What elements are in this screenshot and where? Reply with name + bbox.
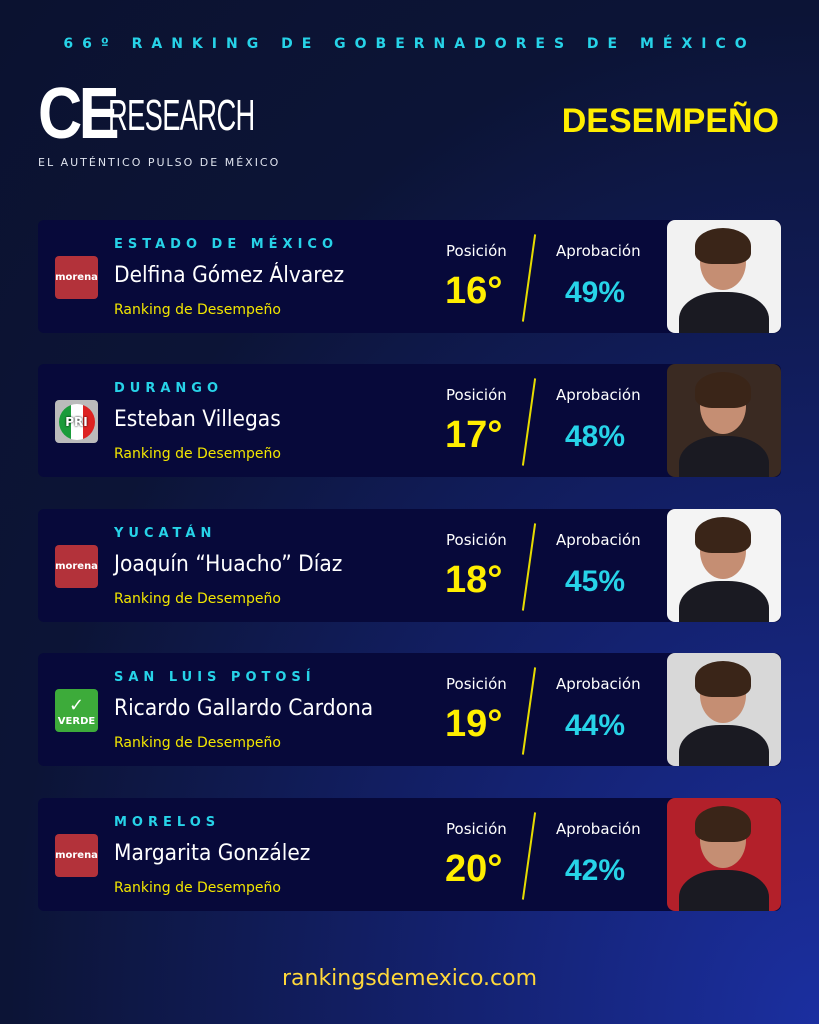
approval-value: 49%: [565, 276, 626, 309]
position-label: Posición: [446, 820, 507, 838]
approval-label: Aprobación: [556, 531, 641, 549]
logo-ce: CE: [38, 74, 120, 154]
position-value: 19°: [445, 703, 503, 745]
position-label: Posición: [446, 242, 507, 260]
approval-label: Aprobación: [556, 820, 641, 838]
governor-card: PRI DURANGO Esteban Villegas Ranking de …: [38, 364, 781, 477]
governor-name: Joaquín “Huacho” Díaz: [114, 552, 343, 577]
divider: [521, 523, 537, 611]
position-value: 17°: [445, 414, 503, 456]
position-value: 20°: [445, 848, 503, 890]
logo-tagline: EL AUTÉNTICO PULSO DE MÉXICO: [38, 156, 281, 169]
approval-label: Aprobación: [556, 386, 641, 404]
ranking-label: Ranking de Desempeño: [114, 302, 281, 318]
governor-photo: [667, 798, 781, 911]
footer-url[interactable]: rankingsdemexico.com: [281, 966, 538, 991]
position-label: Posición: [446, 386, 507, 404]
ranking-label: Ranking de Desempeño: [114, 446, 281, 462]
pri-party-logo: PRI: [55, 400, 98, 443]
approval-label: Aprobación: [556, 242, 641, 260]
governor-card: morena MORELOS Margarita González Rankin…: [38, 798, 781, 911]
position-value: 18°: [445, 559, 503, 601]
approval-value: 42%: [565, 854, 626, 887]
governor-name: Ricardo Gallardo Cardona: [114, 696, 374, 721]
morena-party-logo: morena: [55, 834, 98, 877]
governor-name: Esteban Villegas: [114, 407, 281, 432]
approval-label: Aprobación: [556, 675, 641, 693]
ranking-label: Ranking de Desempeño: [114, 735, 281, 751]
divider: [521, 667, 537, 755]
position-label: Posición: [446, 675, 507, 693]
ce-research-logo: CE RESEARCH EL AUTÉNTICO PULSO DE MÉXICO: [38, 74, 278, 169]
approval-value: 44%: [565, 709, 626, 742]
governor-card: morena ESTADO DE MÉXICO Delfina Gómez Ál…: [38, 220, 781, 333]
logo-research: RESEARCH: [108, 91, 255, 140]
approval-value: 45%: [565, 565, 626, 598]
governor-photo: [667, 509, 781, 622]
governor-card: ✓ VERDE SAN LUIS POTOSÍ Ricardo Gallardo …: [38, 653, 781, 766]
governor-photo: [667, 220, 781, 333]
state-name: MORELOS: [114, 815, 221, 830]
state-name: ESTADO DE MÉXICO: [114, 237, 338, 252]
ranking-label: Ranking de Desempeño: [114, 591, 281, 607]
state-name: DURANGO: [114, 381, 224, 396]
governor-card: morena YUCATÁN Joaquín “Huacho” Díaz Ran…: [38, 509, 781, 622]
ranking-subtitle: 66º RANKING DE GOBERNADORES DE MÉXICO: [63, 36, 756, 52]
governor-photo: [667, 364, 781, 477]
governor-photo: [667, 653, 781, 766]
position-value: 16°: [445, 270, 503, 312]
divider: [521, 378, 537, 466]
morena-party-logo: morena: [55, 545, 98, 588]
state-name: YUCATÁN: [114, 526, 217, 541]
state-name: SAN LUIS POTOSÍ: [114, 670, 316, 685]
position-label: Posición: [446, 531, 507, 549]
morena-party-logo: morena: [55, 256, 98, 299]
verde-party-logo: ✓ VERDE: [55, 689, 98, 732]
governor-name: Margarita González: [114, 841, 311, 866]
approval-value: 48%: [565, 420, 626, 453]
divider: [521, 234, 537, 322]
ranking-label: Ranking de Desempeño: [114, 880, 281, 896]
governor-name: Delfina Gómez Álvarez: [114, 263, 345, 288]
divider: [521, 812, 537, 900]
page-title: DESEMPEÑO: [561, 102, 779, 140]
